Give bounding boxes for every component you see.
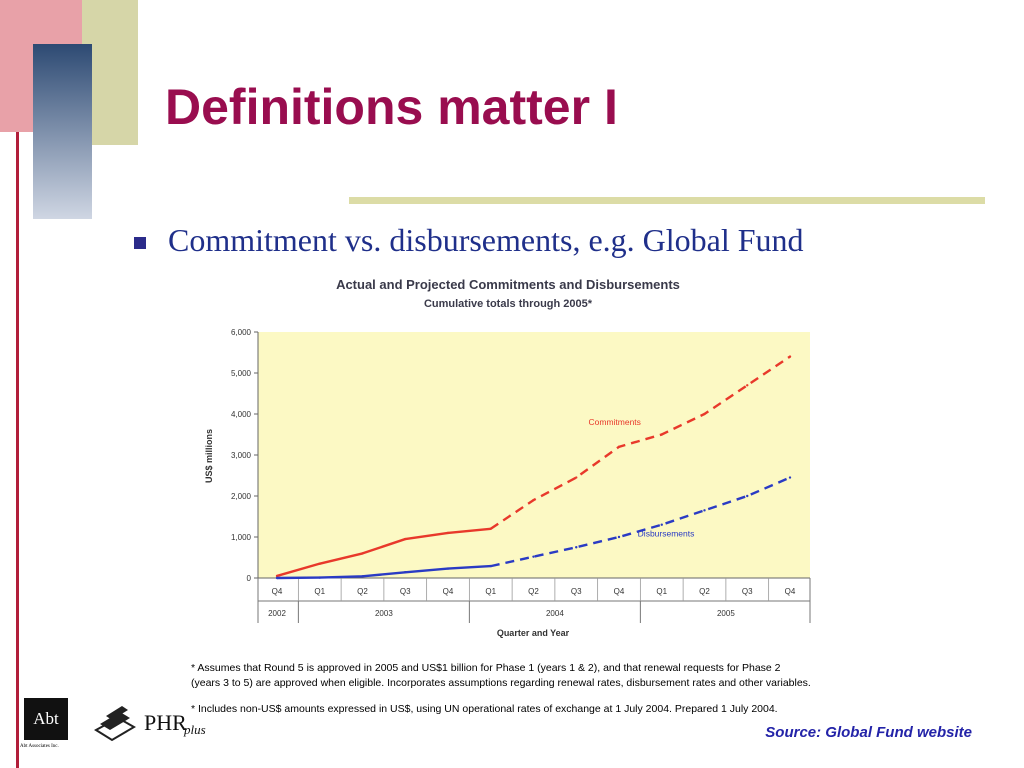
commitments-point — [532, 498, 535, 502]
x-tick-label: Q4 — [785, 587, 796, 596]
y-tick-label: 1,000 — [231, 533, 252, 542]
x-year-label: 2004 — [546, 609, 564, 618]
commitments-point — [404, 537, 407, 541]
disbursements-point — [532, 555, 535, 558]
bullet-square-icon — [134, 237, 146, 249]
source-caption: Source: Global Fund website — [765, 724, 972, 741]
commitments-point — [446, 531, 450, 535]
abt-logo-caption: Abt Associates Inc. — [20, 744, 59, 749]
disbursements-point — [746, 494, 749, 498]
decor-horizontal-rule — [349, 197, 985, 204]
commitments-point — [275, 574, 279, 578]
disbursements-point — [318, 576, 321, 579]
y-tick-label: 5,000 — [231, 369, 252, 378]
x-tick-label: Q1 — [656, 587, 667, 596]
x-tick-label: Q3 — [400, 587, 411, 596]
phr-logo-suffix: plus — [183, 722, 206, 737]
x-tick-label: Q2 — [357, 587, 368, 596]
footnote-line-2: (years 3 to 5) are approved when eligibl… — [191, 677, 811, 689]
commitments-point — [746, 384, 749, 387]
commitments-point — [318, 562, 321, 565]
x-tick-label: Q2 — [528, 587, 539, 596]
commitments-point — [660, 433, 663, 436]
disbursements-actual-line — [276, 564, 491, 580]
phr-logo-text: PHR — [144, 710, 187, 735]
commitments-point — [575, 476, 578, 479]
x-tick-label: Q4 — [443, 587, 454, 596]
disbursements-point — [575, 546, 578, 549]
x-tick-label: Q4 — [272, 587, 283, 596]
x-tick-label: Q1 — [314, 587, 325, 596]
commitments-projected-line — [490, 355, 791, 530]
disbursements-projected-line — [490, 476, 791, 568]
disbursements-point — [788, 476, 792, 479]
plot-area — [258, 332, 810, 578]
abt-logo: Abt — [24, 698, 68, 740]
stacked-books-icon — [94, 706, 137, 742]
y-tick-label: 0 — [247, 574, 252, 583]
disbursements-point — [404, 571, 407, 574]
x-year-label: 2005 — [717, 609, 735, 618]
y-tick-label: 3,000 — [231, 451, 252, 460]
disbursements-series-label: Disbursements — [638, 529, 695, 539]
chart-subtitle: Cumulative totals through 2005* — [424, 298, 593, 310]
slide-title: Definitions matter I — [165, 79, 618, 135]
y-tick-label: 4,000 — [231, 410, 252, 419]
decor-vertical-rule — [16, 132, 19, 768]
phr-plus-logo: PHR plus — [94, 706, 206, 742]
x-year-label: 2002 — [268, 609, 286, 618]
y-tick-label: 2,000 — [231, 492, 252, 501]
x-axis-label: Quarter and Year — [497, 628, 570, 638]
x-tick-label: Q2 — [699, 587, 710, 596]
commitments-point — [361, 552, 364, 555]
chart-marks: 0 1,000 2,000 3,000 4,000 5,000 6,000 Q4 Q1 Q2 Q3 Q… — [231, 328, 811, 623]
chart-title: Actual and Projected Commitments and Dis… — [336, 277, 680, 292]
disbursements-point — [275, 576, 279, 580]
disbursements-point — [703, 509, 706, 512]
x-tick-label: Q1 — [485, 587, 496, 596]
disbursements-point — [617, 535, 621, 539]
commitments-actual-line — [276, 527, 491, 578]
disbursements-point — [446, 567, 450, 570]
x-tick-label: Q3 — [571, 587, 582, 596]
y-axis-label: US$ millions — [204, 429, 214, 483]
commitments-point — [489, 527, 492, 530]
footnote-line-3: * Includes non-US$ amounts expressed in … — [191, 703, 778, 715]
commitments-point — [703, 412, 706, 416]
footnote-line-1: * Assumes that Round 5 is approved in 20… — [191, 662, 781, 674]
commitments-point — [788, 355, 792, 358]
disbursements-point — [489, 564, 492, 568]
commitments-series-label: Commitments — [589, 417, 641, 427]
x-tick-label: Q3 — [742, 587, 753, 596]
x-tick-label: Q4 — [614, 587, 625, 596]
x-year-label: 2003 — [375, 609, 393, 618]
commitments-point — [617, 445, 621, 448]
decor-block-blue — [33, 44, 92, 219]
y-tick-label: 6,000 — [231, 328, 252, 337]
commitments-disbursements-chart: Actual and Projected Commitments and Dis… — [204, 277, 811, 638]
bullet-text: Commitment vs. disbursements, e.g. Globa… — [168, 222, 804, 258]
disbursements-point — [660, 523, 663, 526]
disbursements-point — [361, 575, 364, 578]
